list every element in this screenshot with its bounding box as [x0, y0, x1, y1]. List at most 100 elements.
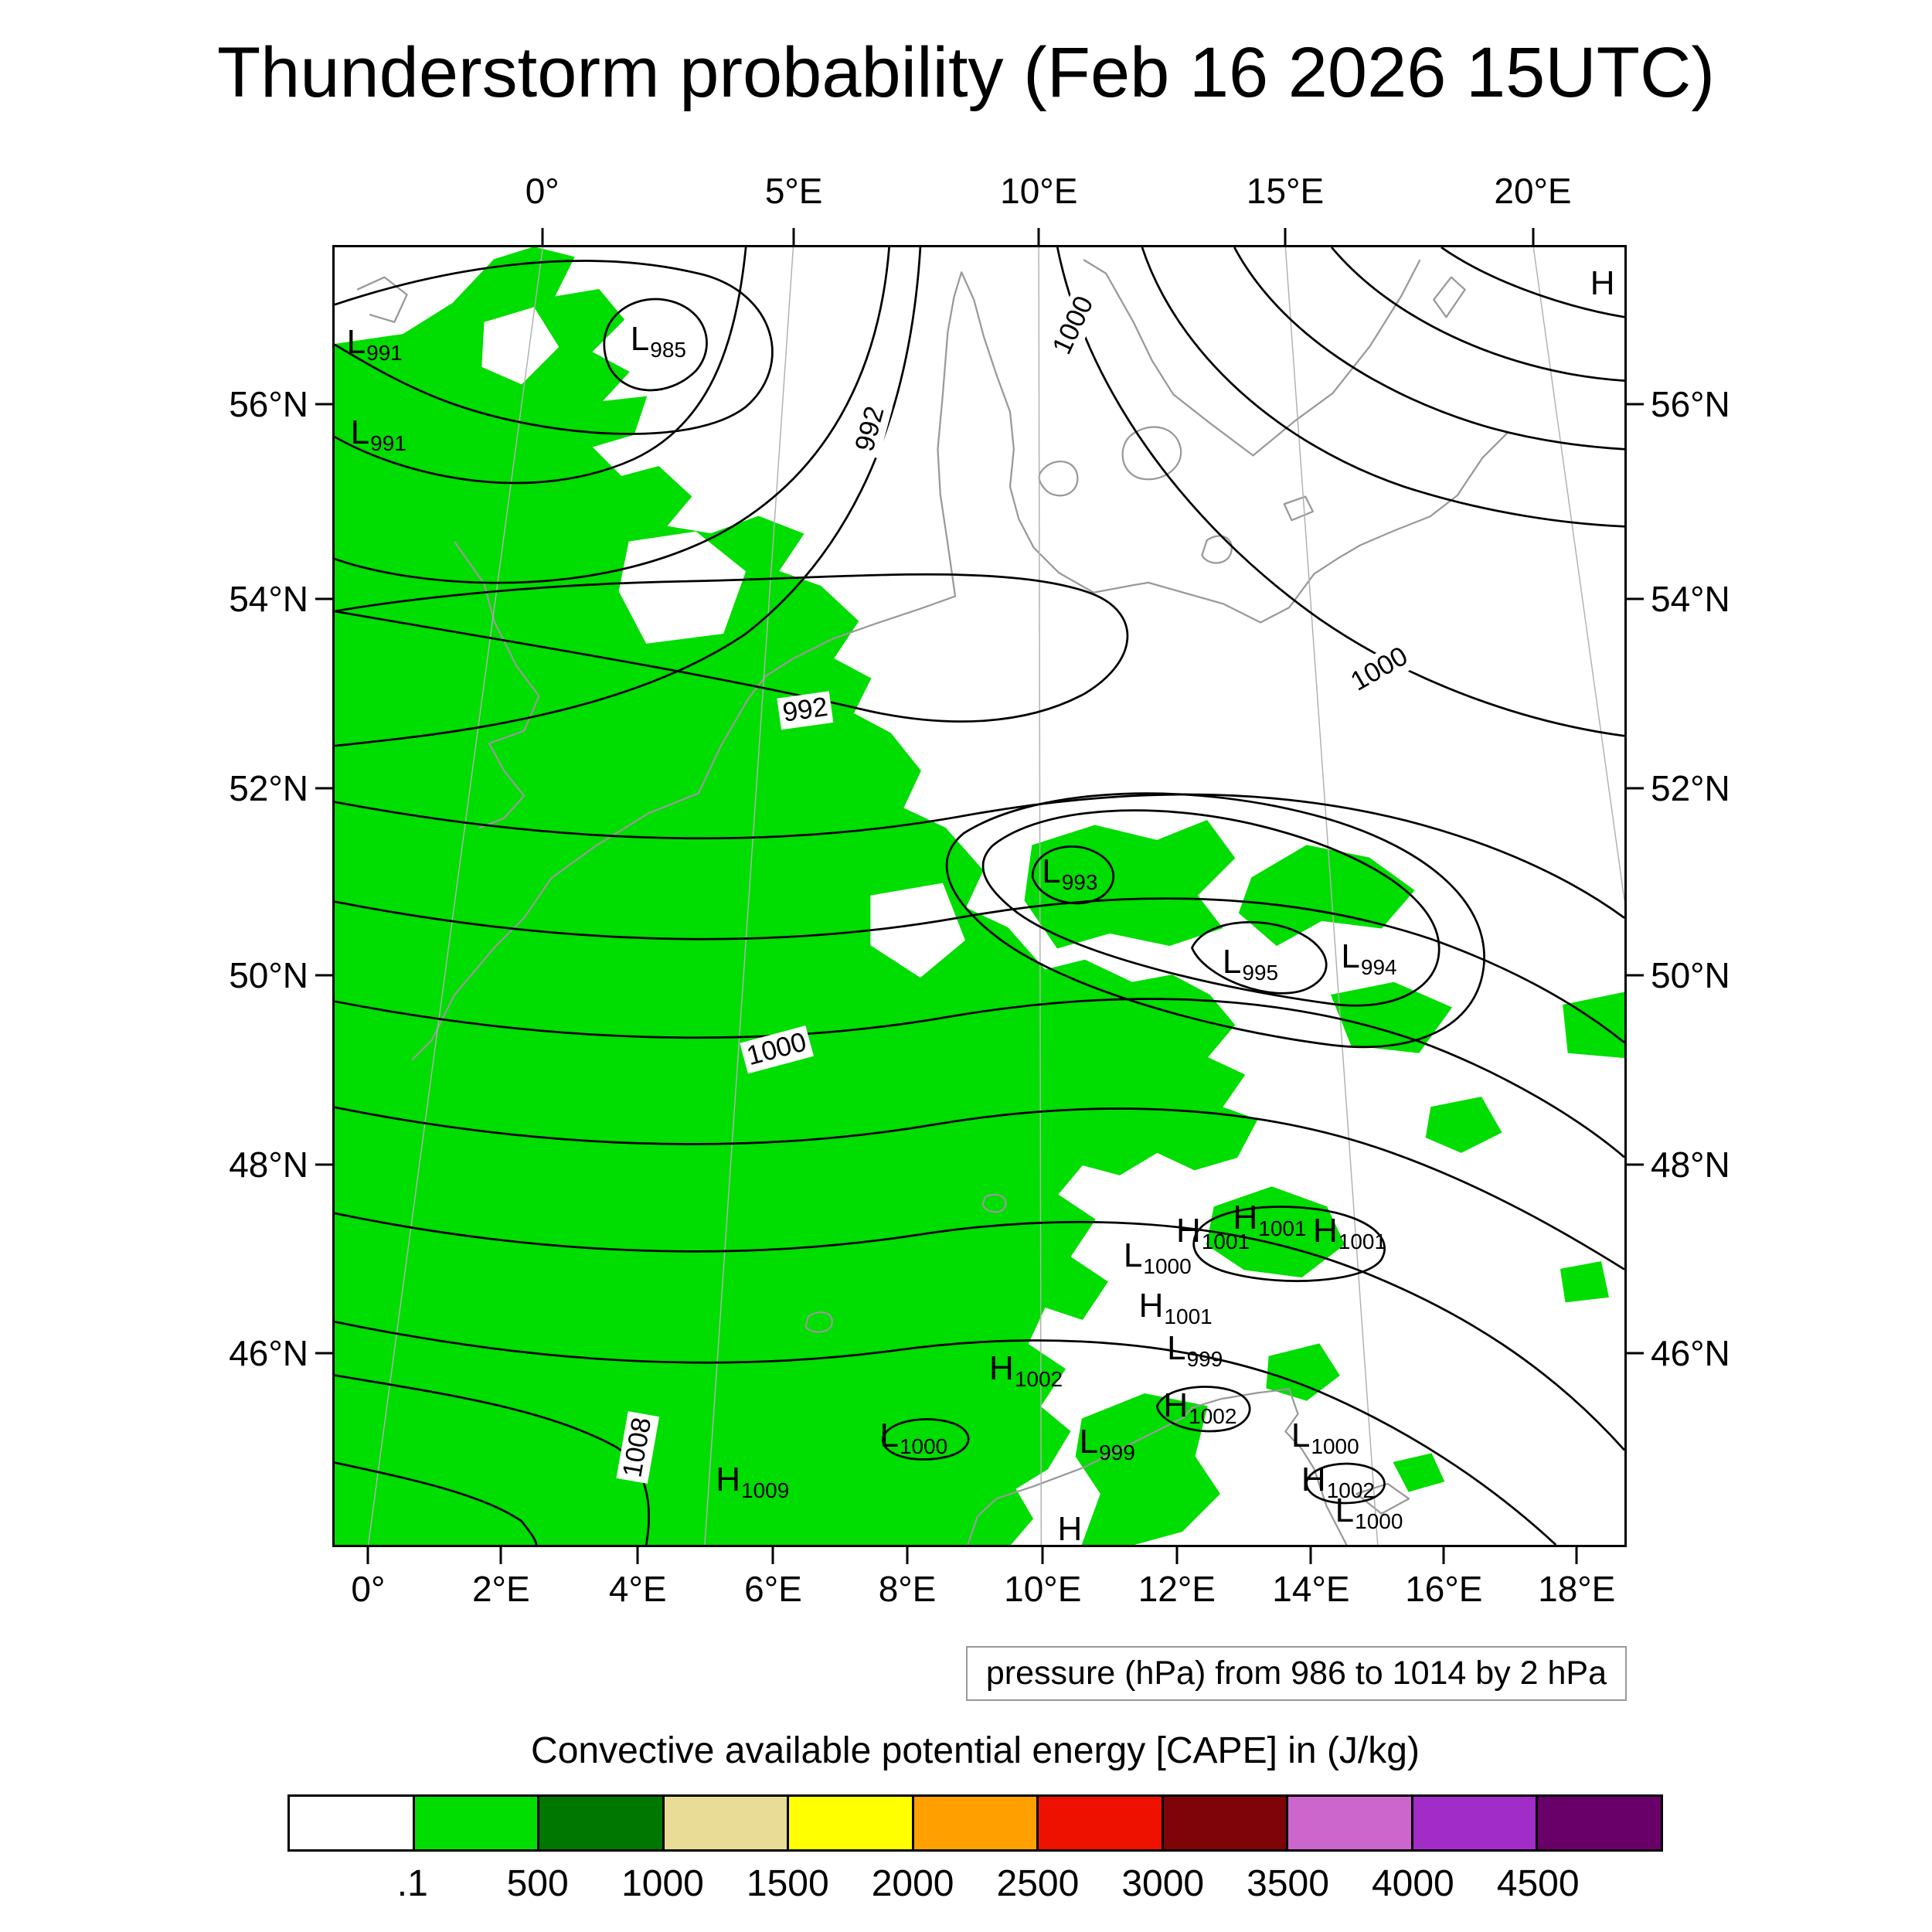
colorbar-cell [911, 1797, 1037, 1849]
colorbar-tick-label: .1 [396, 1863, 428, 1904]
axis-tick-label-right: 56°N [1651, 384, 1730, 425]
colorbar-title: Convective available potential energy [C… [531, 1730, 1420, 1771]
graticule-layer [367, 247, 1624, 1545]
pressure-center-value: 991 [370, 431, 406, 456]
axis-tick-mark-right [1627, 597, 1644, 600]
axis-tick-label-bottom: 6°E [744, 1569, 802, 1609]
colorbar-cell [1536, 1797, 1662, 1849]
isobar [335, 998, 1624, 1158]
isobar [1233, 247, 1624, 451]
pressure-center: H1002 [1163, 1389, 1236, 1427]
pressure-center-value: 1000 [1311, 1434, 1359, 1458]
colorbar-cell [412, 1797, 538, 1849]
pressure-center-letter: H [1057, 1509, 1083, 1548]
isobar [945, 792, 1485, 1049]
graticule-meridian [367, 247, 544, 1545]
pressure-center: L1000 [1335, 1494, 1403, 1532]
axis-tick-mark-bottom [366, 1547, 369, 1564]
coastline-layer [356, 259, 1509, 1545]
axis-tick-label-bottom: 0° [351, 1569, 386, 1609]
axis-tick-mark-bottom [906, 1547, 909, 1564]
pressure-center-letter: L [630, 320, 650, 359]
pressure-center-letter: L [1042, 852, 1061, 890]
pressure-center-letter: L [1123, 1236, 1143, 1274]
axis-tick-mark-right [1627, 787, 1644, 790]
pressure-center: H [1590, 267, 1615, 301]
page-title: Thunderstorm probability (Feb 16 2026 15… [216, 33, 1716, 112]
axis-tick-mark-right [1627, 1163, 1644, 1166]
axis-tick-mark-top [792, 228, 795, 245]
cape-region [335, 247, 1258, 1545]
axis-tick-label-right: 48°N [1651, 1145, 1730, 1185]
pressure-center-value: 1001 [1338, 1229, 1387, 1253]
colorbar-tick-label: 3000 [1121, 1863, 1205, 1904]
colorbar-cell [290, 1797, 413, 1849]
axis-tick-label-right: 46°N [1651, 1332, 1730, 1373]
coastline [356, 276, 408, 323]
axis-tick-mark-left [315, 974, 332, 977]
coastline [1038, 461, 1079, 497]
pressure-center: L1000 [1123, 1236, 1192, 1277]
coastline [981, 1193, 1007, 1213]
axis-tick-mark-top [1037, 228, 1040, 245]
cape-region [1238, 845, 1415, 947]
axis-tick-label-bottom: 12°E [1138, 1569, 1216, 1609]
pressure-center-letter: H [1590, 264, 1615, 302]
colorbar-cell [1161, 1797, 1287, 1849]
axis-tick-label-bottom: 16°E [1405, 1569, 1483, 1609]
isobar [1141, 247, 1624, 528]
pressure-caption: pressure (hPa) from 986 to 1014 by 2 hPa [965, 1646, 1627, 1701]
coastline [1121, 426, 1182, 481]
axis-tick-label-right: 52°N [1651, 768, 1730, 809]
pressure-center: L991 [347, 325, 403, 363]
axis-tick-mark-right [1627, 1352, 1644, 1354]
colorbar-tick-label: 2000 [871, 1863, 954, 1904]
coastline [1355, 1482, 1410, 1515]
axis-tick-label-right: 50°N [1651, 954, 1730, 995]
colorbar-tick-label: 1000 [621, 1863, 704, 1904]
graticule-meridian [1284, 247, 1379, 1545]
isobar [335, 260, 774, 435]
axis-tick-mark-left [315, 787, 332, 790]
pressure-center-value: 995 [1242, 961, 1279, 985]
map-plot: 0° 5°E 10°E 15°E 20°E 0° 2°E 4°E 6°E 8°E 10°E 12°E 1… [229, 171, 1730, 1609]
pressure-center-letter: L [879, 1416, 899, 1454]
isobar [335, 247, 747, 485]
isobar [603, 298, 708, 392]
pressure-center: H1001 [1233, 1198, 1306, 1239]
pressure-center: H1002 [1301, 1463, 1375, 1502]
axis-tick-mark-bottom [499, 1547, 502, 1564]
axis-tick-label-left: 50°N [229, 954, 308, 995]
axis-tick-label-left: 56°N [229, 384, 308, 425]
pressure-center-value: 999 [1186, 1347, 1223, 1372]
isobar [1305, 1462, 1386, 1505]
axis-tick-label-left: 54°N [229, 579, 308, 619]
colorbar: .1 500 1000 1500 2000 2500 3000 3500 4000 4500 [287, 1794, 1663, 1917]
axis-tick-label-left: 48°N [229, 1145, 308, 1185]
axis-tick-label-left: 52°N [229, 768, 308, 809]
pressure-center: H1001 [1139, 1289, 1213, 1328]
axis-tick-mark-bottom [636, 1547, 639, 1564]
pressure-center-value: 1000 [1143, 1253, 1192, 1278]
coastline [967, 1388, 1348, 1545]
axis-tick-mark-left [315, 403, 332, 406]
coastline [1201, 535, 1233, 564]
axis-tick-label-top: 20°E [1494, 171, 1572, 211]
pressure-center: L1000 [1291, 1418, 1359, 1457]
coastline [1433, 276, 1466, 318]
isobar [335, 247, 922, 747]
pressure-center-value: 999 [1099, 1440, 1135, 1465]
cape-region [1560, 1260, 1610, 1303]
pressure-center-letter: H [1233, 1198, 1258, 1236]
axis-tick-label-right: 54°N [1651, 579, 1730, 619]
pressure-center-value: 1002 [1014, 1366, 1063, 1391]
axis-tick-mark-bottom [1041, 1547, 1044, 1564]
axis-tick-mark-left [315, 1352, 332, 1354]
axis-tick-label-left: 46°N [229, 1332, 308, 1373]
axis-tick-mark-bottom [1309, 1547, 1312, 1564]
isobar [1440, 247, 1624, 318]
cape-shading-layer [335, 247, 1624, 1545]
axis-tick-mark-left [315, 1163, 332, 1166]
colorbar-tick-label: 500 [506, 1863, 569, 1904]
pressure-center: H1001 [1176, 1213, 1250, 1252]
